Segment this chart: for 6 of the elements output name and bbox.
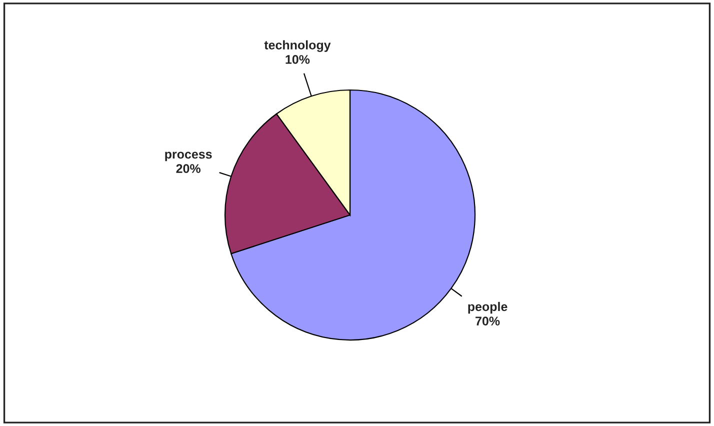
data-label: 70% [476,316,500,326]
data-label: 20% [176,164,200,174]
slice-label: technology [264,40,331,52]
slice-label: process [165,152,212,162]
slice-label: people [468,302,508,314]
data-label: 10% [286,55,310,64]
